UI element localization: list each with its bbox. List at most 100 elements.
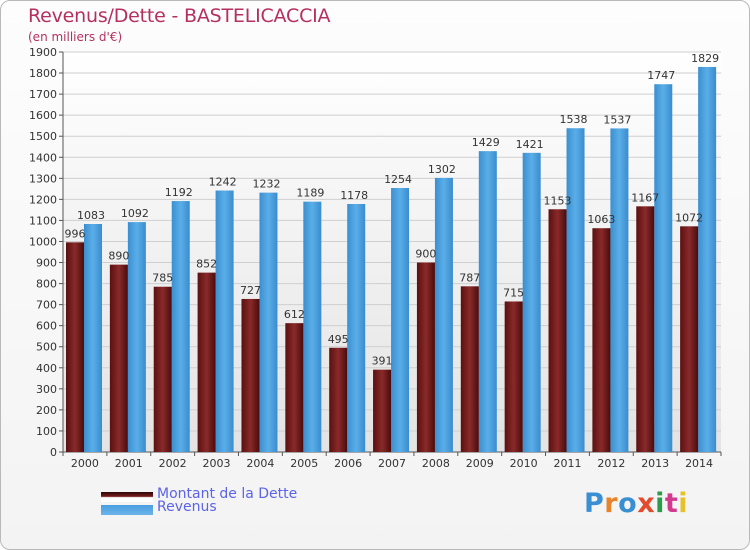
x-tick-label: 2005	[290, 457, 318, 470]
legend-swatch-dette	[101, 492, 153, 502]
bar-revenus	[522, 152, 541, 452]
logo-letter: r	[604, 488, 619, 519]
y-tick-label: 600	[36, 320, 57, 333]
x-tick-label: 2010	[510, 457, 538, 470]
data-label-dette: 785	[152, 272, 173, 285]
bar-dette	[153, 286, 172, 452]
bar-revenus	[171, 201, 190, 452]
x-tick-label: 2007	[378, 457, 406, 470]
x-tick-label: 2003	[203, 457, 231, 470]
y-tick-label: 1000	[29, 235, 57, 248]
data-label-revenus: 1189	[296, 187, 324, 200]
bar-dette	[109, 264, 128, 452]
x-tick-label: 2001	[115, 457, 143, 470]
y-tick-label: 300	[36, 383, 57, 396]
data-label-revenus: 1747	[647, 69, 675, 82]
bar-revenus	[84, 224, 102, 452]
data-label-dette: 1153	[544, 194, 572, 207]
bar-revenus	[566, 128, 585, 453]
data-label-revenus: 1083	[77, 209, 105, 222]
x-tick-label: 2014	[685, 457, 713, 470]
data-label-dette: 391	[372, 355, 393, 368]
x-tick-label: 2000	[71, 457, 99, 470]
proxiti-logo: Proxiti	[584, 488, 688, 519]
bar-revenus	[303, 201, 322, 452]
x-tick-label: 2009	[466, 457, 494, 470]
data-label-revenus: 1829	[691, 52, 719, 65]
bar-revenus	[698, 66, 717, 453]
bar-dette	[329, 347, 348, 452]
y-tick-label: 1400	[29, 151, 57, 164]
bar-dette	[241, 298, 260, 452]
bar-dette	[680, 226, 699, 452]
logo-letter: x	[637, 488, 656, 519]
y-tick-label: 1300	[29, 172, 57, 185]
x-tick-label: 2006	[334, 457, 362, 470]
data-label-dette: 996	[65, 227, 86, 240]
y-tick-label: 1600	[29, 109, 57, 122]
bar-dette	[373, 369, 392, 452]
data-label-dette: 1072	[675, 211, 703, 224]
bar-revenus	[215, 190, 234, 453]
data-label-revenus: 1538	[560, 113, 588, 126]
y-tick-label: 0	[50, 446, 57, 459]
data-label-revenus: 1232	[252, 178, 280, 191]
y-tick-label: 1800	[29, 67, 57, 80]
x-tick-label: 2008	[422, 457, 450, 470]
data-label-dette: 852	[196, 258, 217, 271]
data-label-dette: 495	[328, 333, 349, 346]
data-label-dette: 612	[284, 308, 305, 321]
y-tick-label: 200	[36, 404, 57, 417]
data-label-revenus: 1242	[209, 176, 237, 189]
data-label-dette: 1167	[631, 191, 659, 204]
x-tick-label: 2002	[159, 457, 187, 470]
y-tick-label: 500	[36, 341, 57, 354]
bar-dette	[504, 301, 523, 452]
x-tick-label: 2004	[246, 457, 274, 470]
y-tick-label: 1200	[29, 193, 57, 206]
y-tick-label: 1100	[29, 214, 57, 227]
data-label-revenus: 1192	[165, 186, 193, 199]
logo-letter: i	[678, 488, 689, 519]
bar-dette	[197, 272, 216, 452]
y-tick-label: 1700	[29, 88, 57, 101]
data-label-dette: 890	[108, 250, 129, 263]
bar-revenus	[347, 204, 366, 452]
bar-revenus	[610, 128, 629, 452]
data-label-revenus: 1421	[516, 138, 544, 151]
legend-label-revenus: Revenus	[157, 499, 217, 515]
y-tick-label: 1500	[29, 130, 57, 143]
data-label-dette: 787	[459, 271, 480, 284]
y-tick-label: 700	[36, 299, 57, 312]
data-label-revenus: 1429	[472, 136, 500, 149]
x-tick-label: 2012	[597, 457, 625, 470]
legend-swatch-revenus	[101, 505, 153, 515]
bar-revenus	[654, 84, 673, 453]
data-label-revenus: 1254	[384, 173, 412, 186]
data-label-revenus: 1092	[121, 207, 149, 220]
logo-letter: P	[584, 488, 605, 519]
data-label-dette: 900	[415, 248, 436, 261]
bar-dette	[636, 206, 655, 452]
legend-label-dette: Montant de la Dette	[157, 486, 298, 502]
bar-dette	[416, 262, 435, 452]
y-tick-label: 400	[36, 362, 57, 375]
chart-subtitle: (en milliers d'€)	[28, 30, 123, 44]
bar-revenus	[127, 222, 146, 452]
logo-letter: o	[618, 488, 638, 519]
y-tick-label: 900	[36, 257, 57, 270]
x-tick-label: 2011	[553, 457, 581, 470]
data-label-dette: 727	[240, 284, 261, 297]
logo-letter: i	[655, 488, 665, 519]
bar-revenus	[478, 151, 497, 452]
data-label-dette: 715	[503, 286, 524, 299]
bar-revenus	[391, 188, 410, 452]
bar-revenus	[434, 177, 453, 453]
logo-letter: t	[664, 488, 679, 519]
chart-title: Revenus/Dette - BASTELICACCIA	[28, 5, 331, 27]
bar-dette	[548, 209, 567, 452]
bar-dette	[285, 323, 304, 452]
data-label-revenus: 1537	[603, 113, 631, 126]
